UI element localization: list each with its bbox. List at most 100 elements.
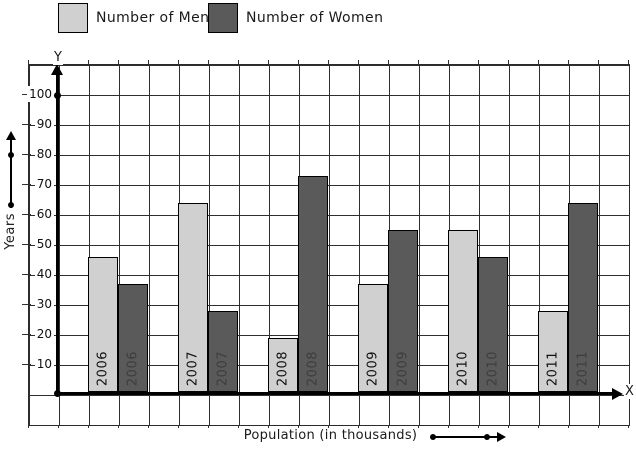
y-tick-mark [22,94,31,95]
y-axis-letter: Y [53,50,63,65]
grid-stub [148,425,149,428]
x-axis-line [56,392,614,395]
grid-stub [538,60,539,65]
grid-stub [208,60,209,65]
bar-women-2008: 2008 [298,176,328,392]
y-tick-mark [22,304,31,305]
bar-year-label: 2007 [215,350,231,386]
origin-dot [54,390,61,397]
legend-label-men: Number of Men [96,10,210,26]
grid-stub [598,60,599,65]
grid-stub [238,425,239,428]
grid-stub [508,425,509,428]
grid-stub [538,425,539,428]
grid-stub [298,425,299,428]
grid-stub [388,425,389,428]
grid-stub [268,425,269,428]
grid-stub [208,425,209,428]
bar-women-2011: 2011 [568,203,598,392]
y-tick-label-100: 100 [27,86,54,102]
bar-men-2007: 2007 [178,203,208,392]
bar-year-label: 2009 [365,350,381,386]
grid-stub [148,60,149,65]
bar-men-2009: 2009 [358,284,388,392]
bar-year-label: 2008 [275,350,291,386]
y-measure-dot-bottom [8,202,14,208]
grid-stub [28,60,29,65]
grid-stub [418,425,419,428]
grid-stub [448,60,449,65]
grid-stub [328,425,329,428]
grid-stub [268,60,269,65]
grid-stub [568,60,569,65]
bar-year-label: 2010 [485,350,501,386]
bar-year-label: 2006 [95,350,111,386]
y-tick-label-10: 10 [34,356,54,372]
grid-stub [448,425,449,428]
grid-stub [28,425,29,428]
grid-stub [238,60,239,65]
bar-men-2006: 2006 [88,257,118,392]
y-axis-arrow-icon [51,64,63,75]
x-measure-arrowhead-icon [497,432,506,442]
y-tick-label-50: 50 [34,236,54,252]
bar-women-2007: 2007 [208,311,238,392]
grid-stub [358,60,359,65]
grid-stub [508,60,509,65]
grid-stub [388,60,389,65]
grid-stub [628,425,629,428]
bar-year-label: 2007 [185,350,201,386]
x-axis-arrow-icon [612,388,623,400]
y-tick-mark [22,334,31,335]
y-tick-mark [22,184,31,185]
y-tick-mark [22,214,31,215]
grid-stub [328,60,329,65]
x-measure-dot-right [484,434,490,440]
bar-women-2006: 2006 [118,284,148,392]
x-axis-letter: X [624,384,635,399]
bar-year-label: 2009 [395,350,411,386]
y-tick-label-70: 70 [34,176,54,192]
grid-stub [358,425,359,428]
grid-stub [118,60,119,65]
y-tick-mark [22,274,31,275]
y-measure-dot-top [8,152,14,158]
grid-stub [88,60,89,65]
x-axis-title: Population (in thousands) [243,428,418,443]
bar-year-label: 2011 [575,350,591,386]
y-tick-label-30: 30 [34,296,54,312]
y-tick-mark [22,154,31,155]
grid-stub [598,425,599,428]
grid-stub [478,60,479,65]
bar-women-2010: 2010 [478,257,508,392]
y-tick-label-20: 20 [34,326,54,342]
grid-stub [418,60,419,65]
legend-swatch-women [208,3,238,33]
y-tick-label-80: 80 [34,146,54,162]
y-tick-mark [22,244,31,245]
bar-year-label: 2006 [125,350,141,386]
bar-year-label: 2008 [305,350,321,386]
y-measure-arrow-line [10,138,12,208]
grid-stub [118,425,119,428]
grid-stub [88,425,89,428]
y-axis-line [56,74,59,394]
bar-men-2010: 2010 [448,230,478,392]
legend-swatch-men [58,3,88,33]
y-tick-mark [22,124,31,125]
bar-men-2008: 2008 [268,338,298,392]
grid-stub [628,60,629,65]
y-tick-label-60: 60 [34,206,54,222]
y-tick-label-40: 40 [34,266,54,282]
bar-women-2009: 2009 [388,230,418,392]
y-tick-mark [22,364,31,365]
y-axis-100-dot [54,92,61,99]
grid-stub [178,425,179,428]
grid-stub [298,60,299,65]
grid-stub [568,425,569,428]
y-tick-label-90: 90 [34,116,54,132]
x-measure-dot-left [430,434,436,440]
y-axis-title: Years [3,213,18,250]
x-measure-arrow-line [433,436,499,438]
grid-stub [58,425,59,428]
